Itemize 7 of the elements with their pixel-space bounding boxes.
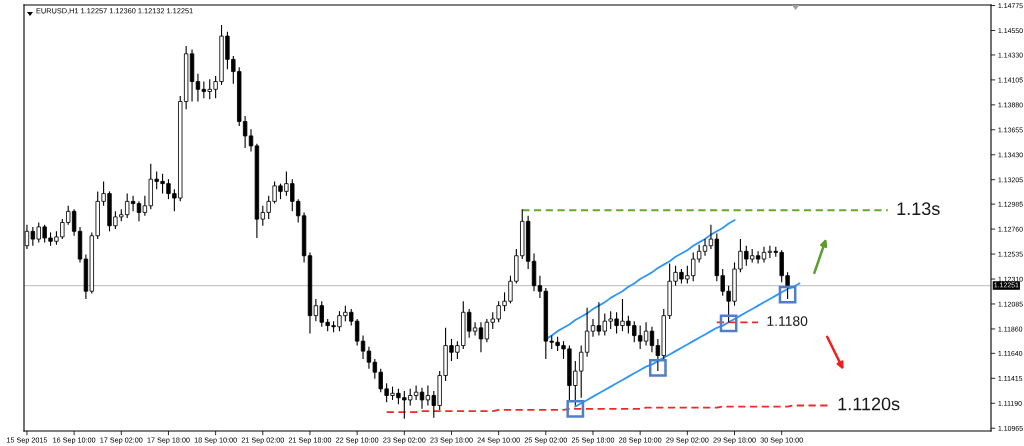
series-label: 1.13s [897,202,940,216]
point [566,399,585,418]
series-label: 1.1180 [767,316,808,327]
point [778,285,797,304]
point [719,314,738,333]
point [648,358,667,377]
series-label: 1.1120s [838,397,900,411]
